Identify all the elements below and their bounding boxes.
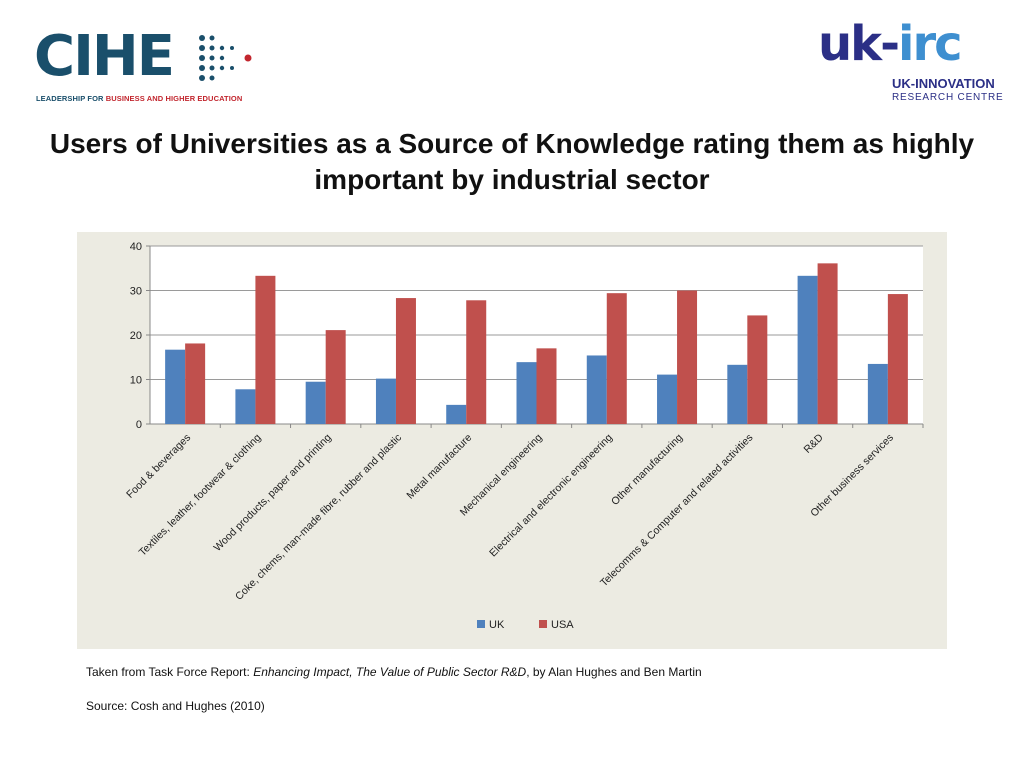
legend-label-uk: UK	[489, 619, 505, 631]
cihe-logo-tagline: LEADERSHIP FOR BUSINESS AND HIGHER EDUCA…	[36, 94, 243, 103]
ukirc-logo-name: UK-INNOVATION	[892, 76, 995, 91]
bar-uk	[165, 349, 186, 424]
bar-usa	[325, 330, 346, 424]
bar-usa	[747, 315, 768, 424]
x-tick-label: Other manufacturing	[609, 432, 685, 508]
bar-usa	[185, 343, 206, 424]
bar-usa	[817, 263, 838, 424]
bar-uk	[867, 363, 888, 424]
bar-usa	[606, 293, 627, 424]
x-tick-label: Electrical and electronic engineering	[487, 432, 615, 560]
bar-uk	[516, 362, 537, 424]
cihe-logo: CIHE LEADERSHIP FOR BUSINESS AND HIGHER …	[34, 26, 274, 106]
ukirc-logo: uk-irc UK-INNOVATION RESEARCH CENTRE	[818, 16, 1018, 108]
ukirc-logo-wordmark: uk-irc	[818, 16, 963, 72]
legend-swatch-usa	[539, 620, 547, 628]
bar-uk	[375, 378, 396, 424]
y-tick-label: 30	[130, 286, 142, 298]
bar-usa	[677, 290, 698, 424]
bar-uk	[446, 404, 467, 424]
x-tick-label: Metal manufacture	[404, 432, 474, 502]
bar-usa	[395, 298, 416, 424]
bar-uk	[727, 364, 748, 424]
bar-uk	[797, 275, 818, 424]
x-tick-label: Food & beverages	[124, 432, 193, 501]
cihe-logo-wordmark: CIHE	[34, 24, 175, 89]
x-tick-label: Textiles, leather, footwear & clothing	[137, 432, 264, 559]
y-tick-label: 40	[130, 241, 142, 253]
bar-uk	[586, 355, 607, 424]
bar-usa	[536, 348, 557, 424]
x-tick-label: Telecomms & Computer and related activit…	[598, 432, 755, 589]
legend-label-usa: USA	[551, 619, 574, 631]
bar-uk	[235, 389, 256, 424]
ukirc-logo-subtitle: RESEARCH CENTRE	[892, 92, 1004, 103]
y-tick-label: 0	[136, 419, 142, 431]
footnote-citation: Taken from Task Force Report: Enhancing …	[86, 665, 702, 679]
bar-usa	[887, 294, 908, 424]
x-tick-label: Coke, chems, man-made fibre, rubber and …	[233, 432, 404, 603]
cihe-logo-dots-icon	[199, 35, 252, 81]
chart-container: 0 10 20 30 40 Food & beverages Textiles, leath…	[77, 232, 947, 649]
x-tick-label: R&D	[802, 431, 826, 455]
x-tick-label: Wood products, paper and printing	[212, 432, 334, 554]
bar-usa	[255, 275, 276, 424]
bar-uk	[657, 374, 678, 424]
slide-title: Users of Universities as a Source of Kno…	[49, 128, 975, 195]
y-tick-label: 10	[130, 375, 142, 387]
footnote-source: Source: Cosh and Hughes (2010)	[86, 699, 265, 713]
bar-uk	[305, 381, 326, 424]
y-tick-label: 20	[130, 330, 142, 342]
legend-swatch-uk	[477, 620, 485, 628]
x-tick-label: Other business services	[808, 432, 896, 520]
bar-usa	[466, 300, 487, 424]
